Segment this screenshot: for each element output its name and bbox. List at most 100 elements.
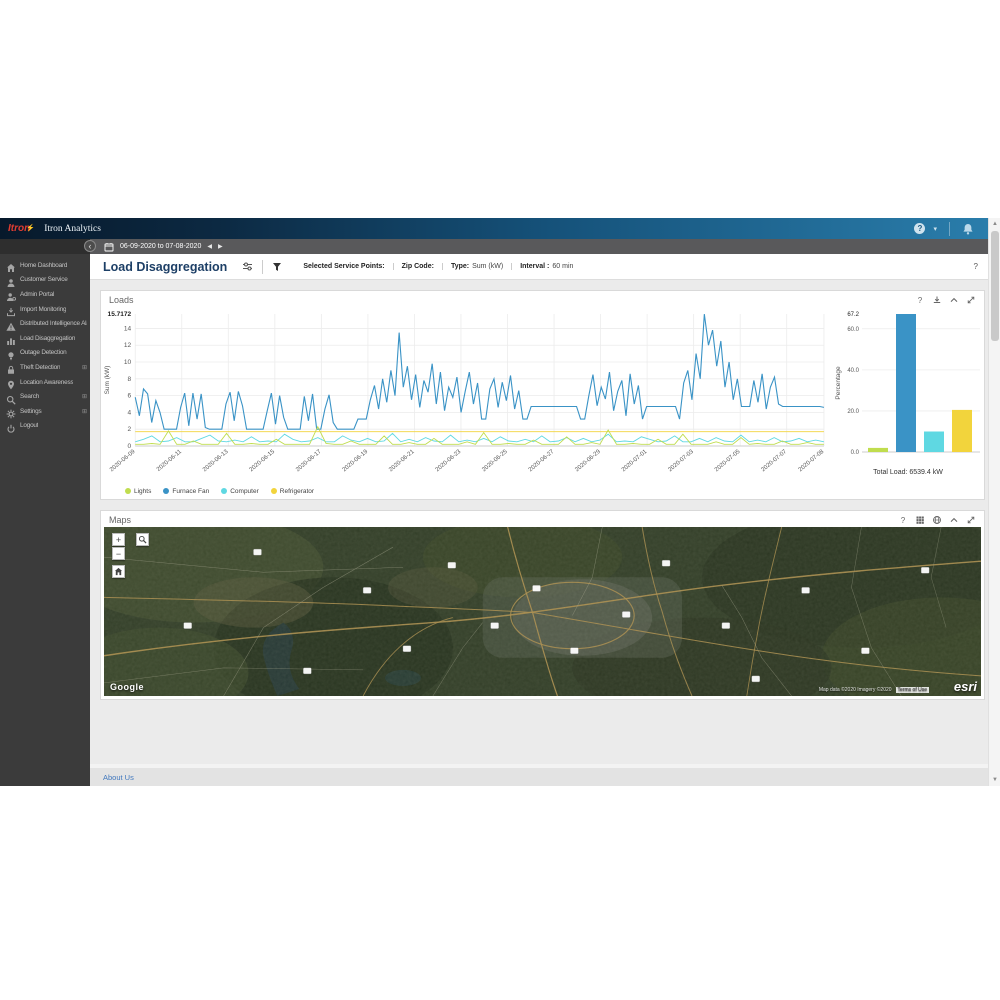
date-next-arrow[interactable]: ▶ xyxy=(217,244,223,250)
help-icon[interactable]: ? xyxy=(898,515,908,525)
expand-icon[interactable] xyxy=(966,515,976,525)
map-zoom-out-button[interactable]: − xyxy=(112,547,125,560)
map-zoom-in-button[interactable]: + xyxy=(112,533,125,546)
svg-text:4: 4 xyxy=(128,409,132,416)
calendar-icon[interactable] xyxy=(104,242,114,252)
chart-legend: Lights Furnace Fan Computer Refrigerator xyxy=(101,484,984,498)
top-navbar: Itron ⚡ Itron Analytics ? ▾ xyxy=(0,218,988,239)
sidebar-item-theft-detection[interactable]: Theft Detection ⊞ xyxy=(0,360,90,375)
bar-furnace-fan[interactable] xyxy=(896,314,916,452)
bar-refrigerator[interactable] xyxy=(952,409,972,452)
chevron-down-icon[interactable]: ▾ xyxy=(933,225,937,233)
svg-text:2020-06-25: 2020-06-25 xyxy=(481,449,509,474)
sidebar-item-admin-portal[interactable]: Admin Portal xyxy=(0,287,90,302)
total-load-caption: Total Load: 6539.4 kW xyxy=(873,469,943,476)
search-icon xyxy=(6,392,16,405)
sidebar-item-location-awareness[interactable]: Location Awareness xyxy=(0,375,90,390)
filter-type[interactable]: Type: Sum (kW) xyxy=(443,263,513,270)
bar-lights[interactable] xyxy=(868,447,888,452)
maps-panel-icons: ? xyxy=(898,515,976,525)
help-icon[interactable]: ? xyxy=(915,295,925,305)
legend-label: Lights xyxy=(134,487,152,495)
esri-logo: esri xyxy=(953,679,977,694)
series-computer[interactable] xyxy=(135,432,825,443)
sidebar-item-logout[interactable]: Logout xyxy=(0,419,90,434)
svg-text:2020-06-23: 2020-06-23 xyxy=(435,449,463,474)
series-lights[interactable] xyxy=(135,425,824,445)
date-prev-arrow[interactable]: ◀ xyxy=(207,244,212,250)
sidebar-item-load-disaggregation[interactable]: Load Disaggregation xyxy=(0,331,90,346)
filter-zip-code[interactable]: Zip Code: xyxy=(394,263,443,270)
scroll-up-arrow[interactable]: ▲ xyxy=(992,221,998,227)
svg-text:20.0: 20.0 xyxy=(847,409,859,415)
vertical-scrollbar[interactable]: ▲ ▼ xyxy=(988,218,1000,786)
collapse-icon[interactable] xyxy=(949,295,959,305)
svg-text:14: 14 xyxy=(124,325,132,332)
svg-text:?: ? xyxy=(918,296,923,305)
chart-options-icon[interactable] xyxy=(242,261,253,272)
notifications-bell-icon[interactable] xyxy=(962,223,974,235)
terms-of-use-link[interactable]: Terms of Use xyxy=(895,687,929,693)
filter-funnel-icon[interactable] xyxy=(272,262,282,272)
expand-plus-icon[interactable]: ⊞ xyxy=(81,394,87,401)
filter-label: Zip Code: xyxy=(401,263,434,270)
expand-plus-icon[interactable]: ⊞ xyxy=(81,408,87,415)
loads-panel-icons: ? xyxy=(915,295,976,305)
page-header: Load Disaggregation Selected Service Poi… xyxy=(90,254,988,280)
logo-spark-icon: ⚡ xyxy=(26,225,35,232)
legend-item-furnace-fan[interactable]: Furnace Fan xyxy=(163,488,209,495)
download-icon[interactable] xyxy=(932,295,942,305)
svg-text:6: 6 xyxy=(128,393,132,400)
svg-text:0: 0 xyxy=(128,443,132,450)
sidebar-item-home-dashboard[interactable]: Home Dashboard xyxy=(0,258,90,273)
google-logo: Google xyxy=(110,682,144,692)
bar-computer[interactable] xyxy=(924,431,944,453)
app-chrome: Itron ⚡ Itron Analytics ? ▾ ‹ 06-09-2020 … xyxy=(0,218,988,786)
svg-text:2020-06-27: 2020-06-27 xyxy=(528,449,556,474)
page-help-icon[interactable]: ? xyxy=(973,262,978,271)
scroll-down-arrow[interactable]: ▼ xyxy=(992,777,998,783)
location-icon xyxy=(6,377,16,390)
app-window: Itron ⚡ Itron Analytics ? ▾ ‹ 06-09-2020 … xyxy=(0,218,1000,786)
sidebar-item-label: Import Monitoring xyxy=(20,305,67,313)
main-content: Load Disaggregation Selected Service Poi… xyxy=(90,254,988,786)
globe-icon[interactable] xyxy=(932,515,942,525)
gear-icon xyxy=(6,406,16,419)
sidebar-item-import-monitoring[interactable]: Import Monitoring xyxy=(0,302,90,317)
about-us-link[interactable]: About Us xyxy=(103,772,134,782)
collapse-icon[interactable] xyxy=(949,515,959,525)
sidebar-item-outage-detection[interactable]: Outage Detection xyxy=(0,346,90,361)
expand-icon[interactable] xyxy=(966,295,976,305)
legend-item-lights[interactable]: Lights xyxy=(125,488,151,495)
percentage-bar-chart[interactable]: 0.0 20.0 40.0 60.0 67.2 Percentage Total Load… xyxy=(832,306,984,484)
svg-text:2020-06-21: 2020-06-21 xyxy=(388,449,416,474)
map-home-button[interactable] xyxy=(112,565,125,578)
filter-selected-service-points[interactable]: Selected Service Points: xyxy=(295,263,394,270)
date-range-text[interactable]: 06-09-2020 to 07-08-2020 xyxy=(120,243,202,250)
scrollbar-thumb[interactable] xyxy=(991,231,999,341)
expand-plus-icon[interactable]: ⊞ xyxy=(81,364,87,371)
filter-interval[interactable]: Interval :60 min xyxy=(512,263,581,270)
svg-text:2020-06-29: 2020-06-29 xyxy=(574,449,602,474)
map-search-button[interactable] xyxy=(136,533,149,546)
loads-line-chart[interactable]: 2020-06-09 2020-06-11 2020-06-13 2020-06-15… xyxy=(101,306,832,484)
satellite-map[interactable]: + − Google Map data ©2020 Imagery ©2020 … xyxy=(104,527,981,696)
sidebar-collapse-button[interactable]: ‹ xyxy=(84,240,96,252)
svg-text:8: 8 xyxy=(128,376,132,383)
series-furnace-fan[interactable] xyxy=(134,314,825,430)
sidebar-item-distributed-intelligence-alarms[interactable]: Distributed Intelligence Alarms xyxy=(0,316,90,331)
date-toolbar: ‹ 06-09-2020 to 07-08-2020 ◀ ▶ xyxy=(0,239,988,254)
itron-logo: Itron ⚡ xyxy=(8,223,35,234)
warning-icon xyxy=(6,319,16,331)
filter-value: Sum (kW) xyxy=(472,263,504,270)
legend-dot xyxy=(125,488,131,494)
legend-item-refrigerator[interactable]: Refrigerator xyxy=(270,488,314,495)
sidebar-item-customer-service[interactable]: Customer Service xyxy=(0,273,90,288)
help-icon[interactable]: ? xyxy=(914,223,926,234)
sidebar-item-label: Location Awareness xyxy=(20,378,74,386)
basemap-icon[interactable] xyxy=(915,515,925,525)
svg-text:2020-07-01: 2020-07-01 xyxy=(621,449,649,474)
sidebar-item-search[interactable]: Search ⊞ xyxy=(0,389,90,405)
sidebar-item-settings[interactable]: Settings ⊞ xyxy=(0,404,90,419)
legend-item-computer[interactable]: Computer xyxy=(221,488,259,495)
